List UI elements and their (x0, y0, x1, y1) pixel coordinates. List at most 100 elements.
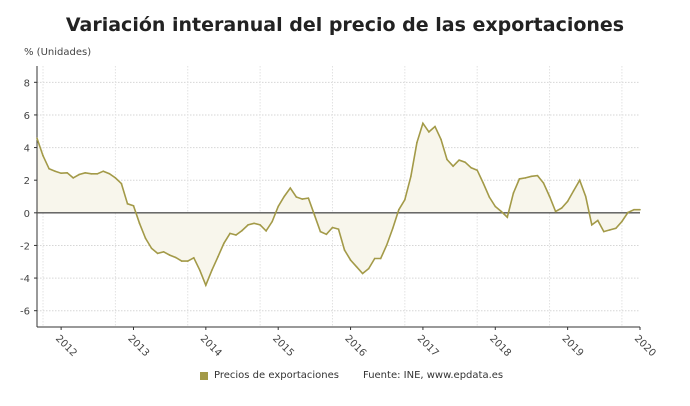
data-point (114, 177, 117, 179)
data-point (506, 216, 509, 219)
x-tick-label: 2017 (415, 333, 441, 359)
data-point (621, 220, 623, 223)
data-point (373, 257, 376, 260)
data-point (42, 154, 44, 157)
data-point (476, 169, 478, 172)
data-point (265, 230, 267, 232)
data-point (434, 125, 436, 128)
data-point (235, 234, 237, 236)
data-point (518, 178, 521, 180)
data-point (325, 233, 328, 236)
data-point (229, 232, 231, 235)
data-point (584, 195, 587, 198)
y-tick-label: -4 (20, 274, 30, 285)
data-point (54, 170, 56, 173)
data-point (168, 254, 171, 256)
data-point (379, 257, 382, 260)
data-point (60, 172, 62, 174)
data-point (96, 173, 99, 175)
data-point (361, 272, 364, 275)
data-point (277, 205, 280, 208)
y-tick-label: 0 (24, 209, 30, 220)
data-point (180, 260, 183, 262)
data-point (639, 208, 641, 211)
data-point (192, 257, 195, 259)
legend-label: Precios de exportaciones (214, 370, 339, 381)
x-tick-label: 2020 (632, 333, 658, 359)
y-axis-label: % (Unidades) (24, 47, 92, 58)
data-point (343, 249, 346, 251)
data-point (301, 198, 304, 200)
data-point (66, 172, 68, 174)
x-tick-label: 2016 (342, 333, 368, 359)
data-point (349, 259, 352, 261)
data-point (416, 141, 418, 144)
data-point (596, 219, 599, 222)
data-point (452, 165, 454, 167)
data-point (633, 208, 635, 211)
data-point (84, 172, 87, 174)
data-point (422, 122, 424, 125)
data-point (367, 267, 370, 270)
data-point (162, 250, 165, 253)
data-point (120, 182, 123, 185)
data-point (150, 247, 153, 250)
data-point (428, 131, 430, 133)
data-point (590, 224, 593, 226)
data-point (542, 182, 545, 184)
data-point (488, 196, 491, 198)
y-tick-label: 6 (24, 111, 30, 122)
data-point (578, 179, 581, 181)
data-point (627, 211, 629, 214)
data-point (512, 192, 515, 194)
data-point (536, 174, 539, 177)
data-point (289, 187, 292, 189)
data-point (156, 252, 159, 255)
data-point (241, 229, 243, 232)
data-point (355, 266, 358, 268)
data-point (560, 207, 563, 209)
x-tick-label: 2012 (53, 333, 79, 359)
data-point (566, 200, 569, 203)
data-point (144, 237, 147, 240)
y-tick-label: 4 (24, 144, 30, 155)
data-point (404, 198, 406, 201)
x-tick-label: 2015 (270, 333, 296, 359)
x-tick-label: 2013 (125, 333, 151, 359)
data-point (331, 226, 334, 229)
data-point (259, 224, 261, 226)
y-tick-label: 8 (24, 78, 30, 89)
data-point (440, 138, 442, 141)
data-point (500, 210, 503, 213)
data-point (199, 269, 201, 272)
source-note: Fuente: INE, www.epdata.es (362, 370, 504, 381)
data-point (186, 260, 189, 262)
x-tick-label: 2018 (487, 333, 513, 359)
data-point (524, 177, 527, 179)
data-point (211, 269, 213, 272)
chart-title: Variación interanual del precio de las e… (65, 14, 625, 36)
data-point (283, 195, 286, 198)
data-point (458, 159, 460, 161)
data-point (385, 244, 388, 246)
y-tick-label: -2 (20, 241, 30, 252)
data-point (313, 213, 316, 216)
data-point (223, 242, 225, 245)
data-point (102, 170, 105, 173)
data-point (78, 173, 81, 176)
data-point (494, 205, 497, 208)
data-point (410, 175, 412, 178)
data-point (609, 229, 611, 231)
legend-swatch (200, 371, 208, 380)
data-point (319, 230, 322, 233)
data-point (548, 195, 551, 198)
data-point (36, 137, 38, 140)
data-point (391, 227, 394, 230)
data-point (554, 210, 557, 213)
data-point (90, 173, 93, 175)
data-point (337, 228, 340, 230)
data-point (174, 256, 177, 259)
data-point (247, 224, 249, 226)
